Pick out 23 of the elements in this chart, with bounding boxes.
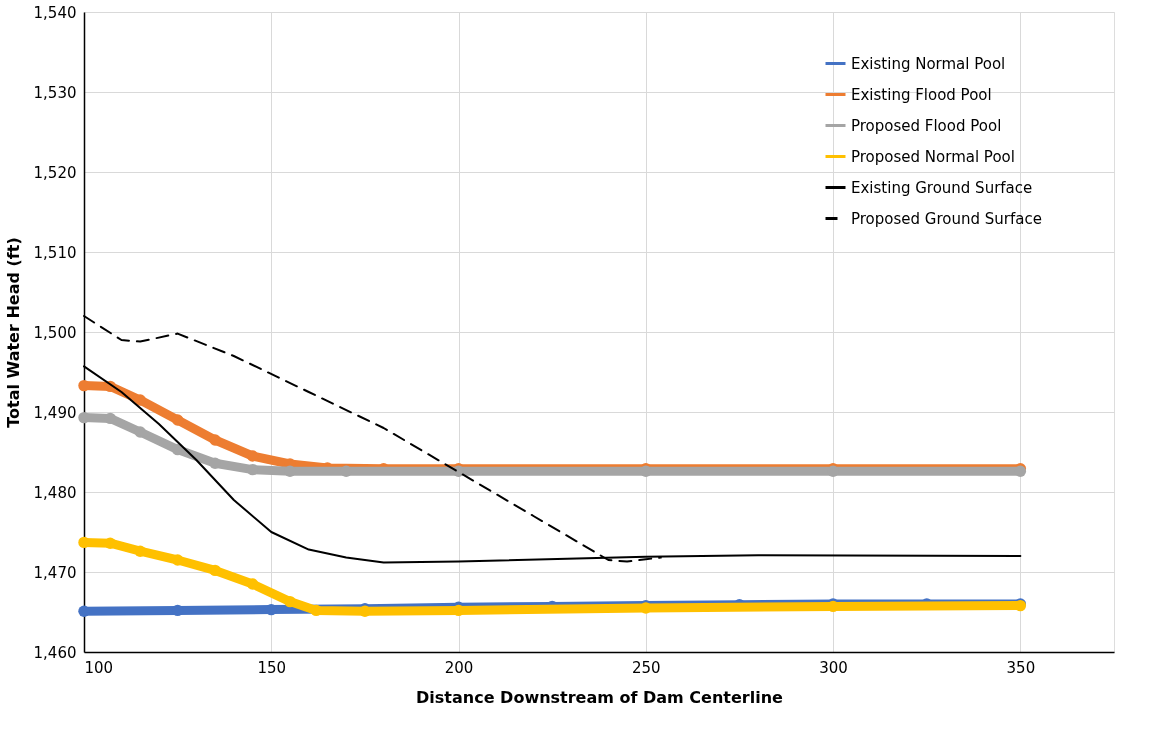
x-tick-label: 250 [632, 658, 661, 677]
y-tick-label: 1,460 [33, 643, 77, 662]
y-tick-label: 1,540 [33, 3, 77, 22]
x-tick-label: 300 [819, 658, 848, 677]
x-tick-label: 150 [257, 658, 287, 677]
y-tick-label: 1,490 [33, 403, 77, 422]
y-tick-label: 1,480 [33, 483, 77, 502]
legend-label: Existing Normal Pool [851, 54, 1006, 73]
y-tick-label: 1,510 [33, 243, 77, 262]
y-tick-label: 1,470 [33, 563, 77, 582]
y-tick-label: 1,520 [33, 163, 77, 182]
y-tick-label: 1,530 [33, 83, 77, 102]
y-tick-label: 1,500 [33, 323, 77, 342]
x-tick-label: 200 [444, 658, 474, 677]
x-tick-label: 350 [1006, 658, 1036, 677]
legend-label: Existing Flood Pool [851, 85, 992, 104]
x-axis-title: Distance Downstream of Dam Centerline [416, 687, 784, 707]
legend-label: Proposed Ground Surface [851, 209, 1042, 228]
legend-label: Proposed Flood Pool [851, 116, 1002, 135]
legend-label: Proposed Normal Pool [851, 147, 1015, 166]
x-tick-label: 100 [84, 658, 114, 677]
legend-label: Existing Ground Surface [851, 178, 1033, 197]
y-axis-title: Total Water Head (ft) [3, 237, 23, 428]
